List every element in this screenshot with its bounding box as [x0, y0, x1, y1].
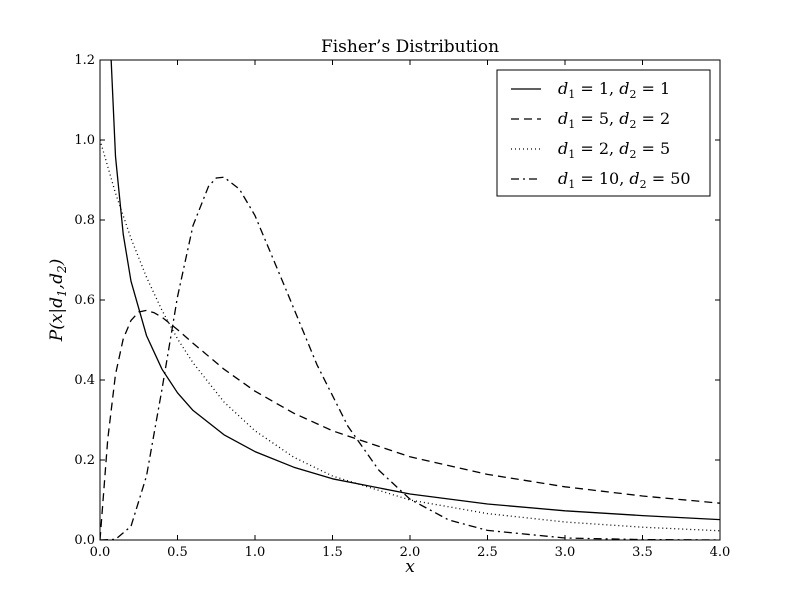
series-line-1	[110, 60, 720, 521]
legend-label-1: d1 = 1, d2 = 1	[558, 79, 670, 101]
x-tick-label: 4.0	[710, 545, 731, 560]
series-line-2	[100, 309, 720, 540]
x-tick-label: 2.0	[400, 545, 421, 560]
y-tick-label: 0.0	[74, 533, 95, 548]
x-tick-label: 3.0	[555, 545, 576, 560]
x-tick-label: 0.5	[167, 545, 188, 560]
x-tick-label: 2.5	[477, 545, 498, 560]
y-axis-label: P(x|d1,d2)	[47, 259, 69, 343]
x-axis-label: x	[405, 557, 415, 577]
series-group	[100, 60, 720, 540]
y-tick-label: 0.6	[74, 293, 95, 308]
legend-label-2: d1 = 5, d2 = 2	[558, 109, 670, 131]
legend: d1 = 1, d2 = 1 d1 = 5, d2 = 2 d1 = 2, d2 =…	[496, 69, 711, 197]
y-axis-label-text: P(x|d1,d2)	[47, 259, 69, 343]
y-tick-label: 1.0	[74, 133, 95, 148]
x-tick-label: 1.5	[322, 545, 343, 560]
x-tick-label: 3.5	[632, 545, 653, 560]
y-tick-label: 1.2	[74, 53, 95, 68]
series-line-3	[100, 139, 720, 532]
y-tick-label: 0.4	[74, 373, 95, 388]
series-line-4	[100, 176, 720, 540]
legend-label-3: d1 = 2, d2 = 5	[558, 139, 670, 161]
legend-frame	[496, 69, 711, 197]
legend-label-4: d1 = 10, d2 = 50	[558, 169, 691, 191]
plot-frame	[99, 59, 721, 541]
y-tick-label: 0.8	[74, 213, 95, 228]
ticks-group: 0.0 0.5 1.0 1.5 2.0 2.5 3.0 3.5 4.0 0.0 0.2 0.4 0.6 0…	[74, 53, 730, 560]
chart-title: Fisher’s Distribution	[321, 37, 499, 57]
x-tick-label: 0.0	[90, 545, 111, 560]
y-tick-label: 0.2	[74, 453, 95, 468]
x-tick-label: 1.0	[245, 545, 266, 560]
